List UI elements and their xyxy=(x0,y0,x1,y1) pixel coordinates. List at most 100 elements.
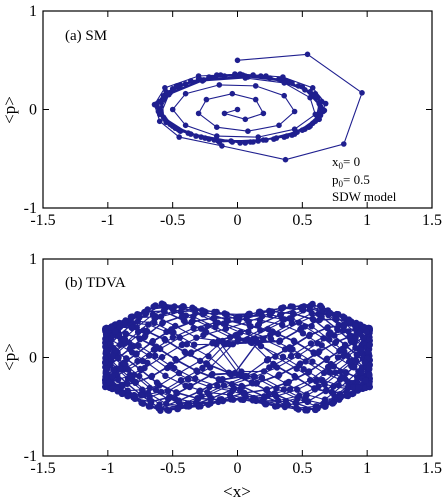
trajectory-point xyxy=(317,302,324,310)
trajectory-point xyxy=(166,91,172,98)
trajectory-point xyxy=(114,376,122,383)
trajectory-point xyxy=(357,347,365,354)
trajectory-point xyxy=(169,106,176,113)
trajectory-point xyxy=(158,110,164,117)
trajectory-point xyxy=(116,341,124,349)
trajectory-point xyxy=(281,92,288,99)
trajectory-point xyxy=(117,366,124,373)
trajectory-point xyxy=(292,374,299,381)
trajectory-point xyxy=(334,311,341,318)
trajectory-point xyxy=(113,385,120,393)
trajectory-point xyxy=(294,386,301,393)
trajectory-point xyxy=(366,341,373,349)
trajectory-point xyxy=(320,335,327,342)
trajectory-point xyxy=(217,72,224,78)
trajectory-point xyxy=(312,406,319,414)
trajectory-point xyxy=(199,364,206,372)
trajectory-point xyxy=(352,322,359,329)
trajectory-point xyxy=(307,376,314,384)
trajectory-point xyxy=(167,361,174,368)
trajectory-point xyxy=(130,391,138,399)
trajectory-point xyxy=(366,371,373,378)
trajectory-point xyxy=(345,328,352,335)
trajectory-point xyxy=(109,352,116,360)
trajectory-point xyxy=(145,352,153,359)
trajectory-point xyxy=(277,311,285,318)
trajectory-point xyxy=(245,128,251,134)
trajectory-point xyxy=(272,353,279,360)
trajectory-point xyxy=(204,322,211,330)
trajectory-point xyxy=(327,329,334,336)
trajectory-point xyxy=(258,73,264,79)
trajectory-point xyxy=(353,351,360,358)
trajectory-point xyxy=(276,338,283,345)
trajectory-point xyxy=(334,326,342,334)
trajectory-point xyxy=(313,376,320,384)
trajectory-point xyxy=(252,96,259,103)
trajectory-point xyxy=(149,311,157,318)
trajectory-point xyxy=(329,389,336,396)
trajectory-point xyxy=(124,380,131,387)
trajectory-point xyxy=(149,337,156,345)
trajectory-point xyxy=(276,76,282,82)
x-tick-label: 0.5 xyxy=(292,460,312,477)
trajectory-point xyxy=(175,369,183,377)
trajectory-point xyxy=(258,374,266,381)
trajectory-point xyxy=(206,383,213,390)
trajectory-point xyxy=(218,396,225,403)
trajectory-point xyxy=(102,374,109,381)
trajectory-point xyxy=(165,407,172,414)
trajectory-point xyxy=(346,333,353,341)
x-tick-label: -1.5 xyxy=(30,460,55,477)
trajectory-point xyxy=(188,349,195,356)
trajectory-point xyxy=(251,373,258,380)
trajectory-point xyxy=(312,111,319,118)
trajectory-point xyxy=(162,116,168,123)
trajectory-point xyxy=(324,324,331,331)
trajectory-point xyxy=(118,390,126,397)
trajectory-point xyxy=(269,328,276,335)
trajectory-point xyxy=(338,374,345,382)
trajectory-point xyxy=(220,382,228,389)
trajectory-point xyxy=(284,133,290,139)
trajectory-point xyxy=(138,392,145,399)
x-tick-label: -1 xyxy=(101,212,114,229)
trajectory-point xyxy=(203,96,210,103)
trajectory-point xyxy=(161,308,168,315)
panel-b-ylabel: <p> xyxy=(0,343,19,371)
trajectory-point xyxy=(303,407,310,414)
trajectory-point xyxy=(312,118,319,125)
trajectory-point xyxy=(183,341,190,348)
trajectory-point xyxy=(208,371,215,379)
trajectory-point xyxy=(273,135,280,141)
trajectory-point xyxy=(296,392,303,399)
trajectory-point xyxy=(295,352,302,359)
trajectory-point xyxy=(126,372,133,379)
trajectory-point xyxy=(288,320,296,327)
trajectory-point xyxy=(300,366,307,373)
trajectory-point xyxy=(203,329,210,336)
trajectory-point xyxy=(211,314,218,321)
trajectory-point xyxy=(108,324,115,331)
trajectory-point xyxy=(206,136,212,142)
trajectory-point xyxy=(250,72,256,78)
trajectory-point xyxy=(169,86,176,92)
trajectory-point xyxy=(138,399,146,407)
trajectory-point xyxy=(318,313,325,320)
trajectory-point xyxy=(168,326,175,333)
trajectory-point xyxy=(307,123,313,129)
trajectory-point xyxy=(173,389,180,396)
trajectory-point xyxy=(315,349,322,356)
trajectory-point xyxy=(103,324,110,332)
panel-a-label: (a) SM xyxy=(65,28,107,44)
trajectory-point xyxy=(323,355,331,362)
panel-b-xlabel: <x> xyxy=(223,482,251,500)
trajectory-point xyxy=(270,361,278,369)
trajectory-point xyxy=(126,345,133,353)
trajectory-point xyxy=(132,378,140,386)
trajectory-point xyxy=(250,139,256,145)
trajectory-point xyxy=(285,378,292,386)
trajectory-point xyxy=(178,341,186,349)
trajectory-point xyxy=(200,310,207,317)
trajectory-point xyxy=(110,366,117,373)
